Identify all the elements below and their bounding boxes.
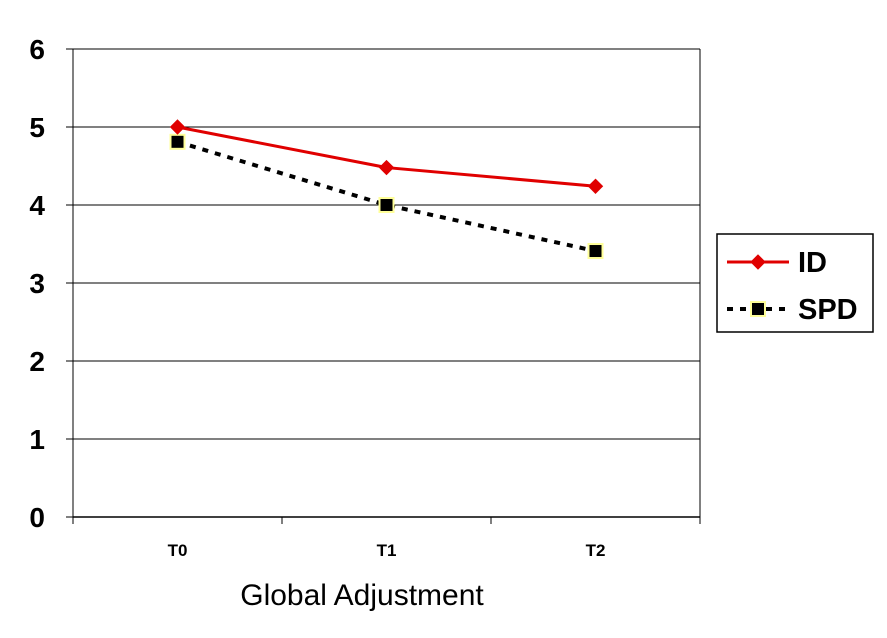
x-tick-label: T1 [377,541,397,560]
x-tick-labels: T0 T1 T2 [168,541,606,560]
series-id [169,119,604,194]
spd-point-marker [750,301,766,317]
spd-point-marker [169,133,186,150]
legend-label: ID [798,247,827,279]
series-spd [169,133,604,260]
legend-label: SPD [798,294,858,326]
x-tick-label: T0 [168,541,188,560]
grid-lines [73,48,700,440]
x-axis-label: Global Adjustment [240,579,484,612]
y-tick-label: 6 [29,34,45,65]
series-line [177,125,596,188]
legend-item-spd: SPD [727,294,858,326]
id-point-marker [750,254,766,270]
series-lines [169,119,604,260]
id-point-marker [378,159,395,176]
y-tick-label: 1 [29,424,45,455]
y-tick-label: 5 [29,112,45,143]
legend-item-id: ID [727,247,827,279]
legend-box [716,233,874,333]
y-tick-label: 0 [29,502,45,533]
y-tick-label: 4 [29,190,45,221]
spd-point-marker [378,197,395,213]
legend: ID SPD [716,233,874,333]
spd-point-marker [587,243,604,260]
series-line [176,139,596,253]
id-point-marker [587,178,604,194]
y-tick-label: 3 [29,268,45,299]
x-tick-label: T2 [586,541,606,560]
y-tick-labels: 0 1 2 3 4 5 6 [29,34,45,533]
y-tick-label: 2 [29,346,45,377]
axes [66,48,701,524]
id-point-marker [169,119,186,135]
